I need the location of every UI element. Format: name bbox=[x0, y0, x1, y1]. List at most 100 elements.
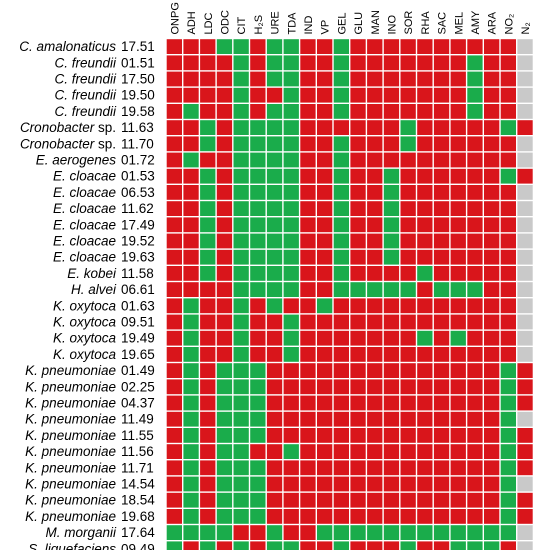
heatmap-cell bbox=[417, 379, 433, 395]
heatmap-cell bbox=[183, 492, 199, 508]
heatmap-cell bbox=[383, 87, 400, 103]
heatmap-cell bbox=[300, 411, 316, 427]
heatmap-cell bbox=[500, 87, 516, 103]
heatmap-cell bbox=[367, 492, 383, 508]
heatmap-cell bbox=[367, 201, 383, 216]
heatmap-cell bbox=[467, 266, 483, 281]
row-species-label: K. oxytoca bbox=[53, 347, 117, 362]
heatmap-cell bbox=[200, 444, 216, 459]
row-code-label: 11.49 bbox=[121, 412, 154, 427]
heatmap-cell bbox=[183, 152, 199, 168]
heatmap-cell bbox=[200, 104, 216, 119]
heatmap-cell bbox=[417, 330, 433, 346]
heatmap-cell bbox=[333, 509, 349, 524]
heatmap-cell bbox=[183, 460, 199, 476]
heatmap-cell bbox=[216, 201, 233, 216]
heatmap-cell bbox=[300, 347, 316, 362]
heatmap-cell bbox=[266, 185, 283, 200]
heatmap-cell bbox=[333, 476, 349, 492]
heatmap-cell bbox=[200, 55, 216, 71]
heatmap-cell bbox=[233, 395, 249, 411]
heatmap-cell bbox=[350, 249, 366, 265]
row-code-label: 06.53 bbox=[121, 185, 155, 200]
row-code-label: 19.58 bbox=[121, 104, 155, 119]
heatmap-cell bbox=[250, 541, 266, 550]
heatmap-cell bbox=[200, 411, 216, 427]
heatmap-cell bbox=[166, 249, 182, 265]
heatmap-cell bbox=[400, 136, 416, 152]
heatmap-cell bbox=[266, 476, 283, 492]
heatmap-cell bbox=[367, 525, 383, 540]
heatmap-cell bbox=[250, 87, 266, 103]
heatmap-cell bbox=[400, 120, 416, 135]
heatmap-cell bbox=[517, 71, 533, 87]
heatmap-cell bbox=[317, 104, 333, 119]
row-species-label: M. morganii bbox=[45, 525, 117, 540]
heatmap-cell bbox=[266, 168, 283, 184]
heatmap-cell bbox=[500, 71, 516, 87]
heatmap-cell bbox=[183, 298, 199, 314]
column-header: SOR bbox=[403, 11, 415, 35]
heatmap-cell bbox=[283, 492, 299, 508]
row-species-label: K. pneumoniae bbox=[25, 444, 116, 459]
heatmap-cell bbox=[350, 104, 366, 119]
heatmap-cell bbox=[400, 249, 416, 265]
heatmap-cell bbox=[283, 314, 299, 330]
heatmap-cell bbox=[400, 201, 416, 216]
heatmap-cell bbox=[216, 525, 233, 540]
heatmap-cell bbox=[517, 282, 533, 297]
heatmap-cell bbox=[283, 347, 299, 362]
heatmap-cell bbox=[467, 460, 483, 476]
heatmap-cell bbox=[517, 330, 533, 346]
row-code-label: 01.49 bbox=[121, 363, 155, 378]
heatmap-cell bbox=[200, 87, 216, 103]
heatmap-cell bbox=[250, 120, 266, 135]
heatmap-cell bbox=[450, 509, 466, 524]
heatmap-cell bbox=[333, 249, 349, 265]
row-species-label: K. pneumoniae bbox=[25, 363, 116, 378]
heatmap-cell bbox=[467, 55, 483, 71]
heatmap-cell bbox=[383, 201, 400, 216]
heatmap-cell bbox=[350, 233, 366, 249]
heatmap-cell bbox=[367, 104, 383, 119]
heatmap-cell bbox=[484, 136, 500, 152]
heatmap-cell bbox=[266, 249, 283, 265]
row-species-label: C. freundii bbox=[54, 72, 117, 87]
heatmap-cell bbox=[517, 217, 533, 233]
heatmap-cell bbox=[500, 395, 516, 411]
heatmap-cell bbox=[417, 541, 433, 550]
heatmap-cell bbox=[517, 168, 533, 184]
heatmap-cell bbox=[166, 444, 182, 459]
heatmap-cell bbox=[517, 363, 533, 378]
heatmap-cell bbox=[216, 541, 233, 550]
row-species-label: H. alvei bbox=[71, 282, 117, 297]
heatmap-cell bbox=[350, 266, 366, 281]
heatmap-cell bbox=[333, 428, 349, 443]
heatmap-cell bbox=[484, 379, 500, 395]
heatmap-cell bbox=[484, 460, 500, 476]
row-code-label: 11.71 bbox=[121, 460, 154, 475]
heatmap-cell bbox=[317, 428, 333, 443]
heatmap-cell bbox=[166, 314, 182, 330]
heatmap-cell bbox=[200, 509, 216, 524]
heatmap-cell bbox=[233, 428, 249, 443]
heatmap-cell bbox=[467, 444, 483, 459]
heatmap-cell bbox=[484, 347, 500, 362]
row-code-label: 11.70 bbox=[121, 136, 154, 151]
heatmap-cell bbox=[400, 379, 416, 395]
heatmap-cell bbox=[317, 541, 333, 550]
row-labels: C. amalonaticus 17.51 C. freundii 01.51 C. f… bbox=[19, 39, 155, 550]
heatmap-cell bbox=[484, 104, 500, 119]
heatmap-cell bbox=[467, 379, 483, 395]
heatmap-cell bbox=[367, 314, 383, 330]
row-species-label: Cronobacter sp. bbox=[20, 120, 116, 135]
heatmap-cell bbox=[200, 233, 216, 249]
heatmap-cell bbox=[233, 525, 249, 540]
heatmap-cell bbox=[500, 168, 516, 184]
heatmap-cell bbox=[266, 104, 283, 119]
heatmap-cell bbox=[317, 249, 333, 265]
heatmap-cell bbox=[417, 395, 433, 411]
heatmap-cell bbox=[317, 492, 333, 508]
heatmap-cell bbox=[166, 282, 182, 297]
heatmap-cell bbox=[216, 411, 233, 427]
